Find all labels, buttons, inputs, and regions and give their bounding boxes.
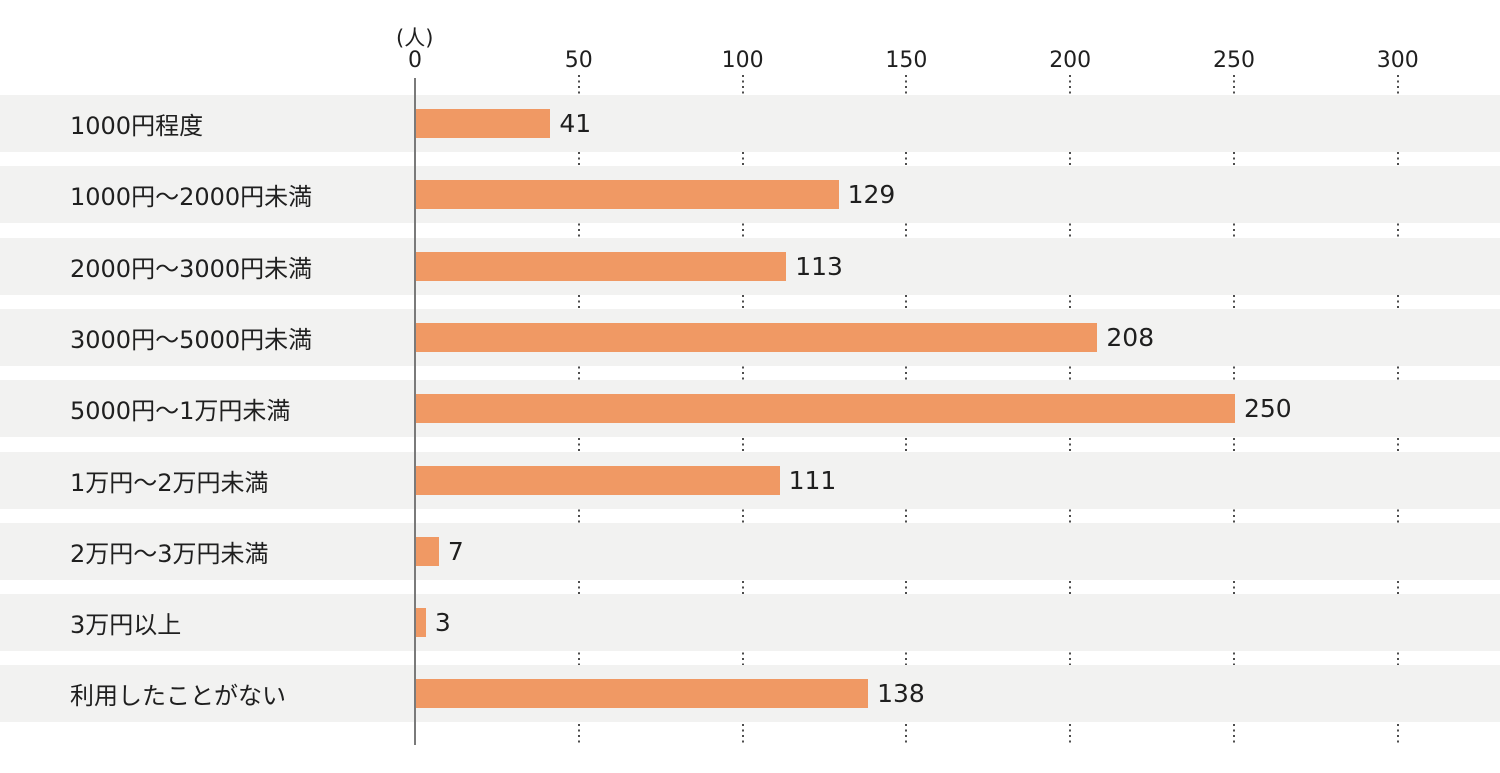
bar: [416, 394, 1235, 424]
category-label: 2万円〜3万円未満: [70, 539, 269, 568]
value-label: 250: [1244, 394, 1292, 424]
value-label: 41: [559, 109, 592, 138]
y-axis-line: [413, 78, 416, 745]
bar: [416, 679, 869, 709]
x-axis-tick-row: 0 50 100 150 200 250 300: [0, 0, 1500, 75]
category-label: 5000円〜1万円未満: [70, 397, 291, 426]
x-tick-label: 150: [885, 48, 928, 73]
value-label: 138: [877, 679, 925, 709]
axis-unit-label: (人): [396, 26, 434, 50]
bar: [416, 536, 439, 566]
value-label: 7: [447, 536, 464, 566]
category-label: 利用したことがない: [70, 682, 286, 711]
row-band: [0, 95, 1500, 152]
value-label: 3: [434, 608, 451, 638]
x-tick-label: 0: [408, 48, 422, 73]
value-label: 113: [795, 251, 843, 281]
row-band: [0, 594, 1500, 652]
x-tick-label: 300: [1376, 48, 1419, 73]
plot-area: 1000円程度 41 1000円〜2000円未満 129 2000円〜3000円未満 11…: [0, 75, 1500, 745]
bar: [416, 322, 1098, 352]
bar: [416, 465, 780, 495]
category-label: 3万円以上: [70, 611, 182, 640]
category-label: 1万円〜2万円未満: [70, 468, 269, 497]
x-tick-label: 50: [564, 48, 593, 73]
value-label: 111: [788, 465, 837, 495]
category-label: 3000円〜5000円未満: [70, 325, 313, 354]
value-label: 129: [847, 180, 896, 210]
x-tick-label: 250: [1213, 48, 1255, 73]
category-label: 2000円〜3000円未満: [70, 254, 313, 283]
bar: [416, 180, 839, 210]
x-tick-label: 100: [721, 48, 764, 73]
category-label: 1000円程度: [70, 112, 204, 140]
category-label: 1000円〜2000円未満: [70, 183, 313, 212]
row-band: [0, 522, 1500, 580]
bar: [416, 109, 551, 138]
x-tick-label: 200: [1049, 48, 1092, 73]
value-label: 208: [1106, 322, 1155, 352]
bar: [416, 251, 787, 281]
bar: [416, 608, 426, 638]
